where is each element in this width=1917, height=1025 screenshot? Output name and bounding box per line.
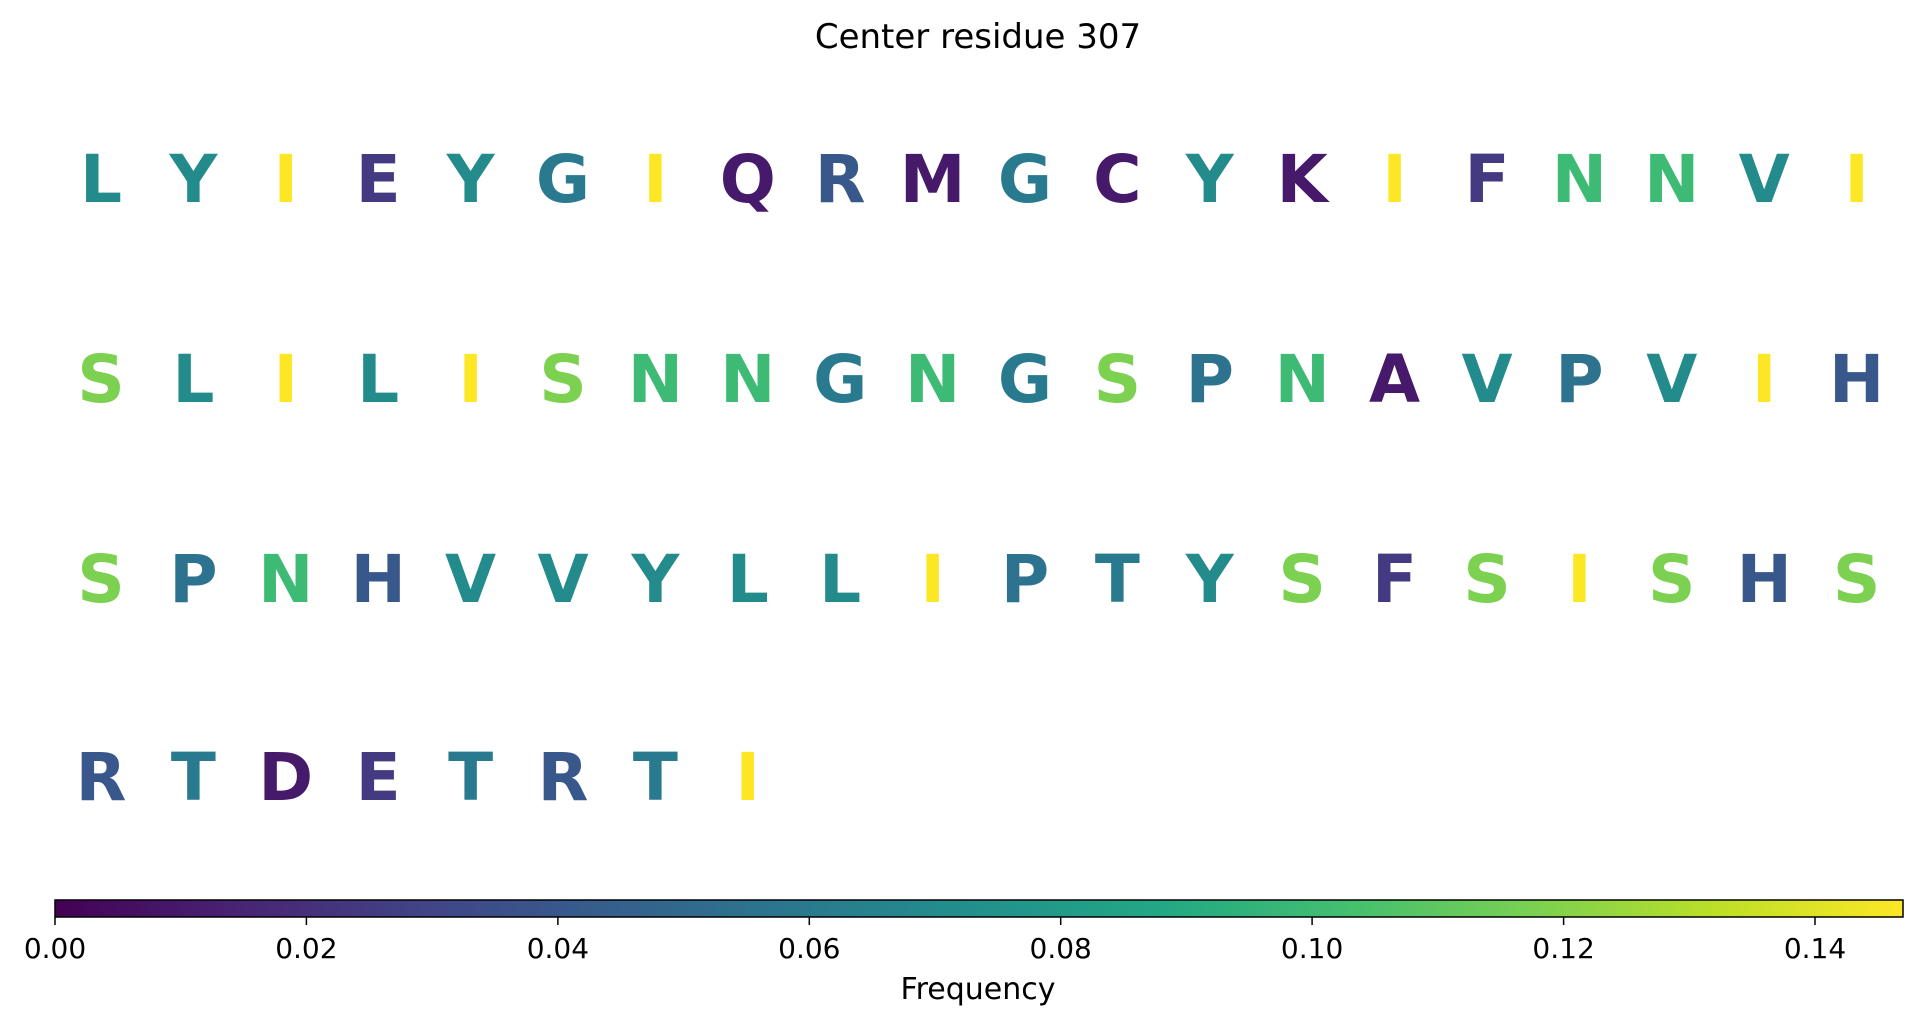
chart-title: Center residue 307 [815,17,1141,57]
colorbar: 0.00 0.02 0.04 0.06 0.08 0.10 0.12 0.14 Frequen… [24,899,1904,1007]
residue-letter: Y [1185,541,1235,618]
residue-letter: I [274,341,299,418]
residue-letter: N [1552,141,1607,218]
residue-letter: I [458,341,483,418]
colorbar-tick-label: 0.10 [1281,932,1343,965]
residue-letter: S [1648,541,1696,618]
residue-letter: N [905,341,960,418]
residue-letter: Q [720,141,776,218]
residue-letter: T [171,739,216,816]
residue-letter: I [1382,141,1407,218]
residue-letter: I [1752,341,1777,418]
residue-letter: P [1555,341,1603,418]
colorbar-label: Frequency [901,972,1056,1007]
residue-letter: S [77,541,125,618]
residue-letter: I [736,739,761,816]
residue-letter: S [1094,341,1142,418]
residue-letter: S [1833,541,1881,618]
colorbar-ticks: 0.00 0.02 0.04 0.06 0.08 0.10 0.12 0.14 [24,917,1846,965]
residue-letter: N [628,341,683,418]
residue-letter: F [1372,541,1417,618]
residue-letter: T [1095,541,1140,618]
colorbar-tick-label: 0.08 [1030,932,1092,965]
residue-letter: H [351,541,406,618]
residue-letter: T [633,739,678,816]
residue-letter: M [900,141,966,218]
residue-letter: S [1278,541,1326,618]
residue-letter: V [1646,341,1697,418]
residue-letter: K [1277,141,1331,218]
residue-letter: P [169,541,217,618]
colorbar-tick-label: 0.12 [1532,932,1594,965]
residue-letter: G [813,341,867,418]
residue-letter: L [819,541,861,618]
residue-letter: Y [631,541,681,618]
residue-letter: I [1567,541,1592,618]
residue-letter: S [77,341,125,418]
colorbar-tick-label: 0.00 [24,932,86,965]
residue-letter: G [998,141,1052,218]
residue-letter: P [1001,541,1049,618]
colorbar-tick-label: 0.02 [275,932,337,965]
residue-letter: P [1186,341,1234,418]
residue-letter: C [1093,141,1141,218]
residue-letter: L [80,141,122,218]
residue-letter: L [172,341,214,418]
colorbar-gradient [54,899,1904,918]
residue-letter: E [356,739,401,816]
residue-letter: I [274,141,299,218]
residue-letter: E [356,141,401,218]
residue-letter: N [720,341,775,418]
residue-letter: D [258,739,313,816]
residue-letter: S [1463,541,1511,618]
residue-letter: H [1829,341,1884,418]
residue-letter: R [538,739,589,816]
residue-letter: F [1464,141,1509,218]
residue-letter: Y [1185,141,1235,218]
residue-grid: L Y I E Y G I Q R M G C Y K I F N N V IS L I L I S N N G N G S P N A V P V I H… [76,141,1885,816]
residue-letter: I [643,141,668,218]
residue-letter: N [1275,341,1330,418]
residue-letter: R [76,739,127,816]
residue-letter: Y [169,141,219,218]
residue-letter: L [357,341,399,418]
residue-letter: N [258,541,313,618]
residue-letter: R [815,141,866,218]
residue-letter: T [448,739,493,816]
residue-letter: V [445,541,496,618]
residue-letter: V [537,541,588,618]
residue-letter: A [1369,341,1420,418]
colorbar-tick-label: 0.14 [1784,932,1846,965]
residue-letter: V [1461,341,1512,418]
residue-letter: S [539,341,587,418]
residue-letter: G [536,141,590,218]
residue-letter: I [1844,141,1869,218]
residue-letter: H [1737,541,1792,618]
colorbar-tick-label: 0.04 [527,932,589,965]
residue-letter: Y [446,141,496,218]
residue-letter: I [920,541,945,618]
residue-letter: L [727,541,769,618]
residue-letter: N [1644,141,1699,218]
colorbar-tick-label: 0.06 [778,932,840,965]
residue-letter: V [1739,141,1790,218]
residue-letter: G [998,341,1052,418]
